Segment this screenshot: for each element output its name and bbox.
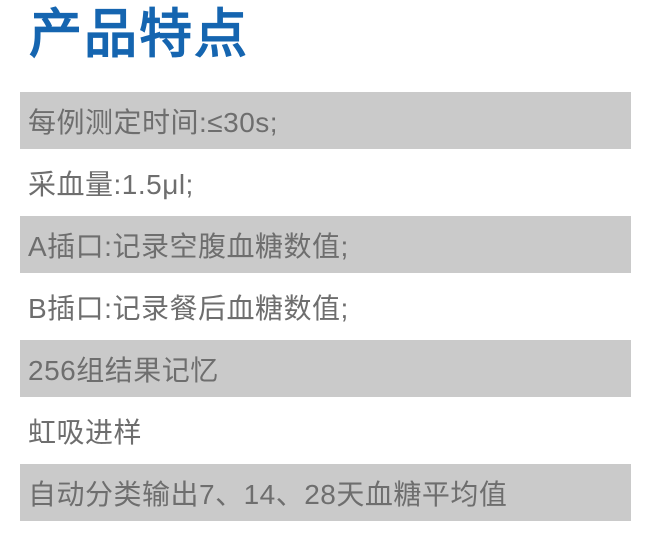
feature-text: B插口:记录餐后血糖数值;	[28, 292, 349, 324]
feature-text: 采血量:1.5μl;	[28, 168, 194, 200]
feature-row: 每例测定时间:≤30s;	[20, 92, 631, 149]
page-title: 产品特点	[29, 5, 249, 64]
feature-text: 每例测定时间:≤30s;	[28, 106, 279, 138]
feature-text: 自动分类输出7、14、28天血糖平均值	[28, 478, 508, 510]
feature-row: 采血量:1.5μl;	[20, 154, 631, 211]
feature-row: 256组结果记忆	[20, 340, 631, 397]
feature-row: 虹吸进样	[20, 402, 631, 459]
feature-list: 每例测定时间:≤30s; 采血量:1.5μl; A插口:记录空腹血糖数值; B插口:记…	[20, 92, 631, 526]
feature-text: 虹吸进样	[28, 416, 143, 448]
feature-text: A插口:记录空腹血糖数值;	[28, 230, 349, 262]
feature-row: 自动分类输出7、14、28天血糖平均值	[20, 464, 631, 521]
feature-row: A插口:记录空腹血糖数值;	[20, 216, 631, 273]
feature-row: B插口:记录餐后血糖数值;	[20, 278, 631, 335]
feature-text: 256组结果记忆	[28, 354, 219, 386]
